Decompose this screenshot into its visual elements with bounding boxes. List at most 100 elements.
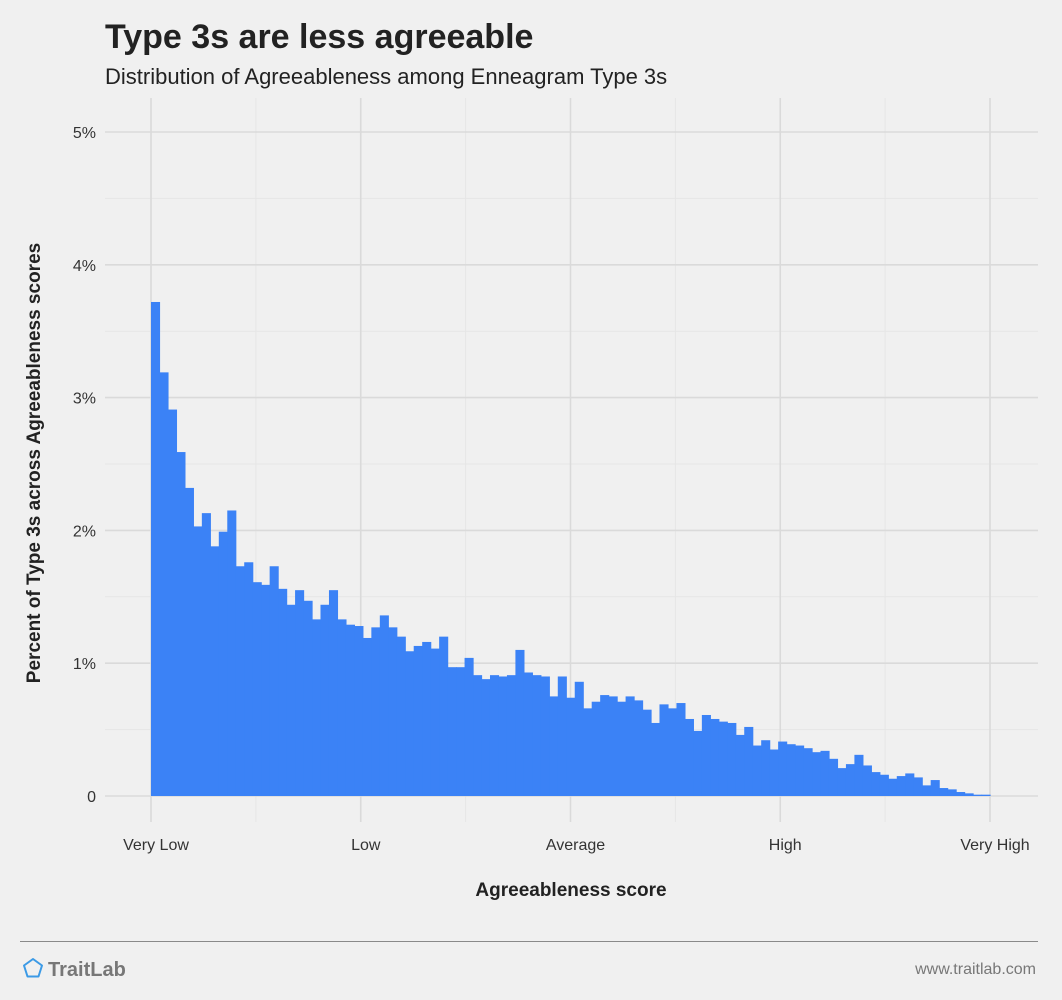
histogram-bar [456,667,466,796]
histogram-bar [642,709,652,796]
histogram-bar [515,649,525,796]
histogram-bar [218,531,228,796]
histogram-bar [922,785,932,796]
histogram-bar [413,645,423,796]
histogram-bar [312,619,322,796]
histogram-bar [566,697,576,796]
histogram-bar [167,409,178,796]
histogram-bar [973,794,983,796]
brand-logo[interactable]: TraitLab [22,957,126,984]
histogram-bar [574,681,584,796]
histogram-bar [371,627,381,796]
chart-subtitle: Distribution of Agreeableness among Enne… [105,64,668,89]
histogram-bar [549,696,559,796]
x-tick-label: Low [351,837,381,854]
histogram-bar [489,675,500,796]
histogram-bar [439,636,449,796]
histogram-bar [396,636,406,796]
website-url[interactable]: www.traitlab.com [915,961,1036,978]
histogram-bar [473,675,483,796]
histogram-bar [956,792,966,796]
histogram-bar [523,672,533,796]
histogram-bar [651,722,661,796]
histogram-bar [244,562,254,796]
histogram-bar [667,708,678,796]
histogram-bar [778,741,788,796]
histogram-bar [405,651,415,796]
histogram-bar [896,776,906,796]
histogram-bar [837,768,847,796]
histogram-bar [905,773,915,796]
y-tick-label: 3% [73,391,96,408]
histogram-bar [634,700,644,796]
y-axis-ticks: 0 1% 2% 3% 4% 5% [73,125,96,806]
histogram-bar [845,764,856,796]
histogram-bar [600,695,610,796]
chart-title: Type 3s are less agreeable [105,18,534,56]
histogram-bar [879,774,889,796]
histogram-bar [617,701,627,796]
histogram-bar [718,721,728,796]
histogram-bar [710,718,720,796]
histogram-bar [388,627,398,796]
histogram-bar [184,487,194,796]
histogram-bar [261,584,271,796]
histogram-bar [820,750,830,796]
histogram-bar [379,615,389,796]
histogram-bar [744,726,754,796]
x-axis-ticks: Very Low Low Average High Very High [123,837,1030,854]
histogram-bar [269,566,279,796]
y-tick-label: 5% [73,125,96,142]
histogram-bar [278,588,288,796]
bars [151,301,991,796]
footer-divider [20,941,1038,942]
histogram-bar [625,696,635,796]
histogram-bar [295,590,305,796]
histogram-bar [286,604,296,796]
histogram-bar [532,675,542,796]
histogram-bar [812,752,822,796]
histogram-bar [303,600,313,796]
histogram-bar [159,372,169,796]
histogram-bar [591,701,601,796]
histogram-bar [676,703,686,796]
histogram-bar [252,582,262,796]
histogram-bar [803,748,813,796]
x-tick-label: Very Low [123,837,189,854]
histogram-bar [939,788,949,796]
x-tick-label: High [769,837,802,854]
histogram-bar [201,513,211,796]
y-tick-label: 2% [73,523,96,540]
x-tick-label: Very High [960,837,1029,854]
brand-name: TraitLab [48,959,126,981]
histogram-bar [430,648,440,796]
histogram-bar [684,718,694,796]
histogram-bar [354,626,364,796]
histogram-bar [320,604,330,796]
histogram-bar [752,745,762,796]
pentagon-icon [22,957,44,984]
y-tick-label: 4% [73,258,96,275]
histogram-bar [795,745,805,796]
histogram-bar [151,301,161,796]
histogram-bar [981,794,991,796]
y-tick-label: 1% [73,656,96,673]
histogram-bar [583,708,593,796]
histogram-bar [693,730,703,796]
histogram-bar [735,734,745,796]
y-tick-label: 0 [87,789,96,806]
histogram-bar [761,740,771,796]
histogram-bar [210,546,220,796]
histogram-bar [701,714,711,796]
histogram-bar [913,777,923,796]
histogram-bar [464,657,474,796]
y-axis-label: Percent of Type 3s across Agreeableness … [24,243,45,683]
histogram-bar [930,780,940,796]
x-tick-label: Average [546,837,605,854]
histogram-bar [540,676,550,796]
histogram-bar [447,667,457,796]
histogram-bar [862,765,872,796]
histogram-bar [235,566,245,796]
histogram-bar [422,641,432,796]
histogram-bar [786,744,796,796]
